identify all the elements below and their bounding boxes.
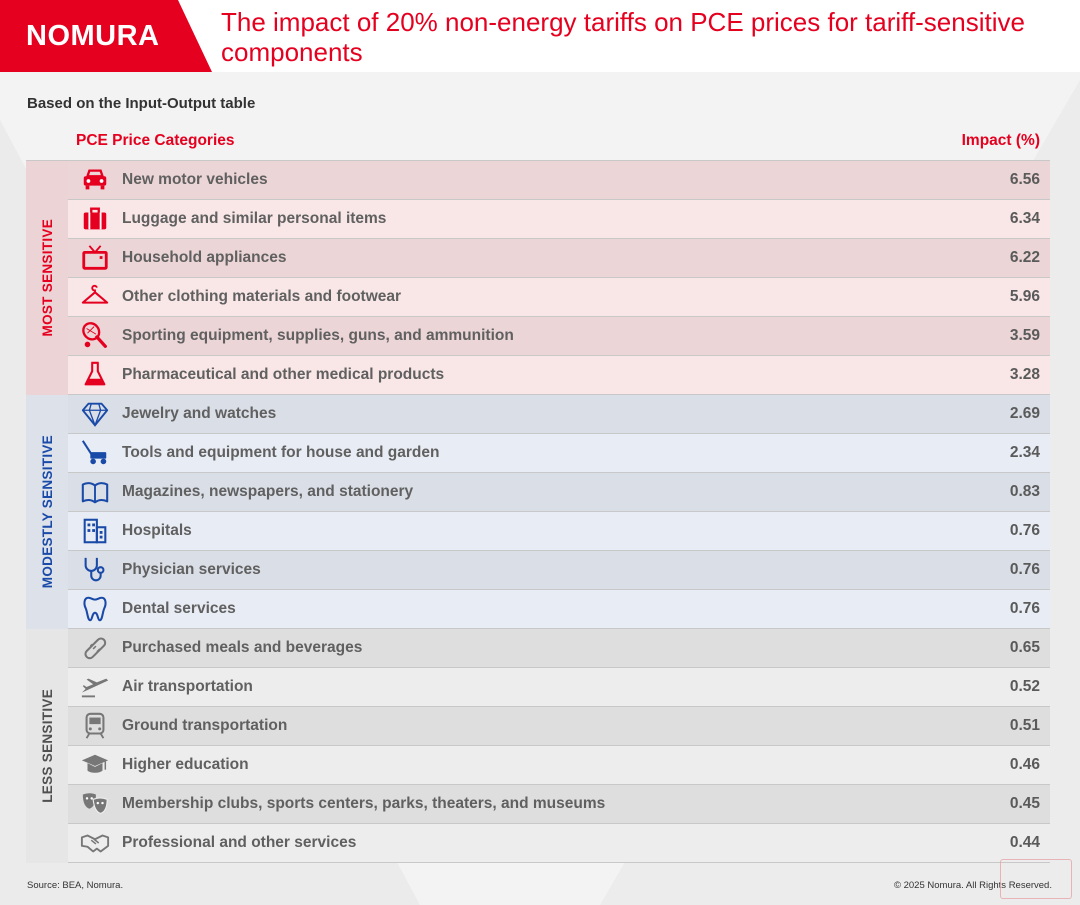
category-label: Other clothing materials and footwear <box>122 288 402 305</box>
impact-value: 0.76 <box>1009 522 1040 539</box>
book-icon <box>68 473 122 511</box>
diamond-icon <box>68 395 122 433</box>
graduation-cap-icon <box>68 746 122 784</box>
table-row: Membership clubs, sports centers, parks,… <box>68 785 1050 824</box>
category-label: Higher education <box>122 756 249 773</box>
group-label-band: MODESTLY SENSITIVE <box>26 395 68 629</box>
group-label-band: LESS SENSITIVE <box>26 629 68 863</box>
category-label: New motor vehicles <box>122 171 268 188</box>
train-icon <box>68 707 122 745</box>
impact-value: 5.96 <box>1009 288 1040 305</box>
category-label: Membership clubs, sports centers, parks,… <box>122 795 606 812</box>
airplane-icon <box>68 668 122 706</box>
category-label: Dental services <box>122 600 236 617</box>
header: NOMURA The impact of 20% non-energy tari… <box>0 0 1080 72</box>
impact-value: 0.65 <box>1009 639 1040 656</box>
hanger-icon <box>68 278 122 316</box>
impact-value: 0.46 <box>1009 756 1040 773</box>
group-rows: New motor vehicles 6.56 Luggage and simila… <box>68 161 1050 395</box>
table-row: Magazines, newspapers, and stationery 0.8… <box>68 473 1050 512</box>
impact-value: 0.76 <box>1009 600 1040 617</box>
category-label: Hospitals <box>122 522 192 539</box>
car-icon <box>68 161 122 199</box>
column-header-category: PCE Price Categories <box>76 132 235 149</box>
table-row: Dental services 0.76 <box>68 590 1050 629</box>
table-row: Physician services 0.76 <box>68 551 1050 590</box>
logo-block: NOMURA <box>0 0 212 72</box>
table-row: Hospitals 0.76 <box>68 512 1050 551</box>
impact-value: 3.28 <box>1009 366 1040 383</box>
impact-value: 2.69 <box>1009 405 1040 422</box>
table-row: Purchased meals and beverages 0.65 <box>68 629 1050 668</box>
table-row: Pharmaceutical and other medical product… <box>68 356 1050 395</box>
group-rows: Purchased meals and beverages 0.65 Air tra… <box>68 629 1050 863</box>
table-row: Ground transportation 0.51 <box>68 707 1050 746</box>
category-label: Magazines, newspapers, and stationery <box>122 483 414 500</box>
luggage-icon <box>68 200 122 238</box>
category-label: Luggage and similar personal items <box>122 210 387 227</box>
impact-table: MOST SENSITIVE New motor vehicles 6.56 Lugg… <box>26 160 1050 863</box>
group-less-sensitive: LESS SENSITIVE Purchased meals and bevera… <box>26 629 1050 863</box>
category-label: Ground transportation <box>122 717 288 734</box>
category-label: Pharmaceutical and other medical product… <box>122 366 445 383</box>
subtitle: Based on the Input-Output table <box>27 95 256 112</box>
theater-masks-icon <box>68 785 122 823</box>
impact-value: 0.83 <box>1009 483 1040 500</box>
hotdog-icon <box>68 629 122 667</box>
impact-value: 0.76 <box>1009 561 1040 578</box>
group-label-band: MOST SENSITIVE <box>26 161 68 395</box>
table-row: Higher education 0.46 <box>68 746 1050 785</box>
source-note: Source: BEA, Nomura. <box>27 880 124 891</box>
impact-value: 6.56 <box>1009 171 1040 188</box>
table-row: Tools and equipment for house and garden… <box>68 434 1050 473</box>
group-modestly-sensitive: MODESTLY SENSITIVE Jewelry and watches 2.6… <box>26 395 1050 629</box>
category-label: Household appliances <box>122 249 287 266</box>
handshake-icon <box>68 824 122 862</box>
table-row: Sporting equipment, supplies, guns, and … <box>68 317 1050 356</box>
impact-value: 3.59 <box>1009 327 1040 344</box>
category-label: Purchased meals and beverages <box>122 639 363 656</box>
group-label: LESS SENSITIVE <box>39 689 55 803</box>
impact-value: 6.34 <box>1009 210 1040 227</box>
flask-icon <box>68 356 122 394</box>
impact-value: 0.45 <box>1009 795 1040 812</box>
copyright-note: © 2025 Nomura. All Rights Reserved. <box>893 880 1052 891</box>
group-rows: Jewelry and watches 2.69 Tools and equipme… <box>68 395 1050 629</box>
column-header-impact: Impact (%) <box>961 132 1040 149</box>
group-label: MODESTLY SENSITIVE <box>39 435 55 589</box>
table-row: New motor vehicles 6.56 <box>68 161 1050 200</box>
category-label: Professional and other services <box>122 834 357 851</box>
tv-icon <box>68 239 122 277</box>
impact-value: 0.52 <box>1009 678 1040 695</box>
table-row: Air transportation 0.52 <box>68 668 1050 707</box>
table-row: Luggage and similar personal items 6.34 <box>68 200 1050 239</box>
building-icon <box>68 512 122 550</box>
category-label: Tools and equipment for house and garden <box>122 444 440 461</box>
table-row: Other clothing materials and footwear 5.9… <box>68 278 1050 317</box>
impact-value: 0.44 <box>1009 834 1040 851</box>
category-label: Sporting equipment, supplies, guns, and … <box>122 327 514 344</box>
tennis-racket-icon <box>68 317 122 355</box>
watermark-stamp <box>1000 859 1072 899</box>
stethoscope-icon <box>68 551 122 589</box>
category-label: Jewelry and watches <box>122 405 277 422</box>
category-label: Air transportation <box>122 678 253 695</box>
nomura-logo: NOMURA <box>26 20 160 52</box>
impact-value: 6.22 <box>1009 249 1040 266</box>
table-row: Household appliances 6.22 <box>68 239 1050 278</box>
table-row: Professional and other services 0.44 <box>68 824 1050 863</box>
category-label: Physician services <box>122 561 261 578</box>
impact-value: 2.34 <box>1009 444 1040 461</box>
table-row: Jewelry and watches 2.69 <box>68 395 1050 434</box>
impact-value: 0.51 <box>1009 717 1040 734</box>
tooth-icon <box>68 590 122 628</box>
group-most-sensitive: MOST SENSITIVE New motor vehicles 6.56 Lugg… <box>26 161 1050 395</box>
group-label: MOST SENSITIVE <box>39 219 55 337</box>
page-title: The impact of 20% non-energy tariffs on … <box>221 7 1025 67</box>
lawnmower-icon <box>68 434 122 472</box>
